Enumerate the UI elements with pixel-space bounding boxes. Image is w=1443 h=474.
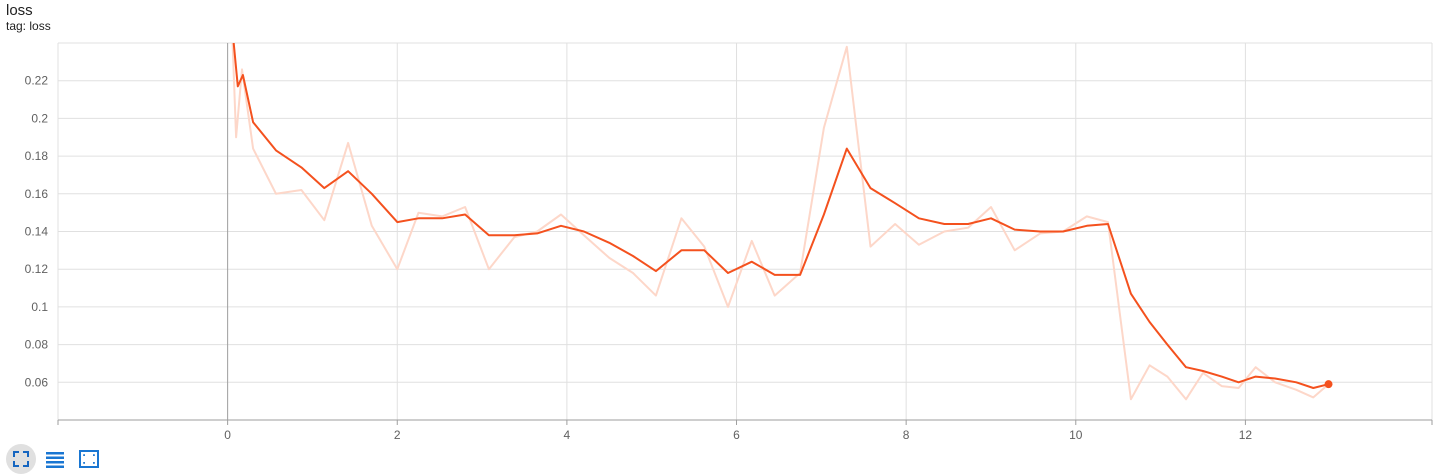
x-tick-label: 10 [1069,428,1083,442]
last-point-marker [1324,380,1333,389]
fit-domain-button[interactable] [6,444,36,474]
toggle-log-scale-button[interactable] [40,444,70,474]
axes: 0.06 0.08 0.1 0.12 0.14 0.16 0.18 0.2 0.22 0 2 4 6 8 1… [25,74,1433,442]
smoothed-loss-line [232,43,1330,389]
selection-box-icon [79,450,99,468]
y-tick-label: 0.2 [31,111,48,125]
raw-loss-line [231,43,1330,401]
x-tick-label: 6 [733,428,740,442]
loss-chart[interactable]: 0.06 0.08 0.1 0.12 0.14 0.16 0.18 0.2 0.22 0 2 4 6 8 1… [0,0,1443,444]
series [231,43,1333,401]
fit-to-data-button[interactable] [74,444,104,474]
chart-tag: tag: loss [6,19,51,33]
fullscreen-icon [13,451,29,467]
x-tick-label: 12 [1239,428,1253,442]
y-tick-label: 0.22 [25,74,49,88]
y-tick-label: 0.08 [25,338,49,352]
x-tick-label: 2 [394,428,401,442]
y-tick-label: 0.12 [25,262,49,276]
x-tick-label: 4 [564,428,571,442]
y-tick-label: 0.14 [25,225,49,239]
x-tick-label: 8 [903,428,910,442]
chart-title: loss [6,2,33,19]
chart-toolbar [6,444,104,474]
y-tick-label: 0.18 [25,149,49,163]
grid [57,42,1433,420]
list-lines-icon [46,452,64,468]
y-tick-label: 0.06 [25,375,49,389]
y-tick-label: 0.1 [31,300,48,314]
x-tick-label: 0 [224,428,231,442]
y-tick-label: 0.16 [25,187,49,201]
